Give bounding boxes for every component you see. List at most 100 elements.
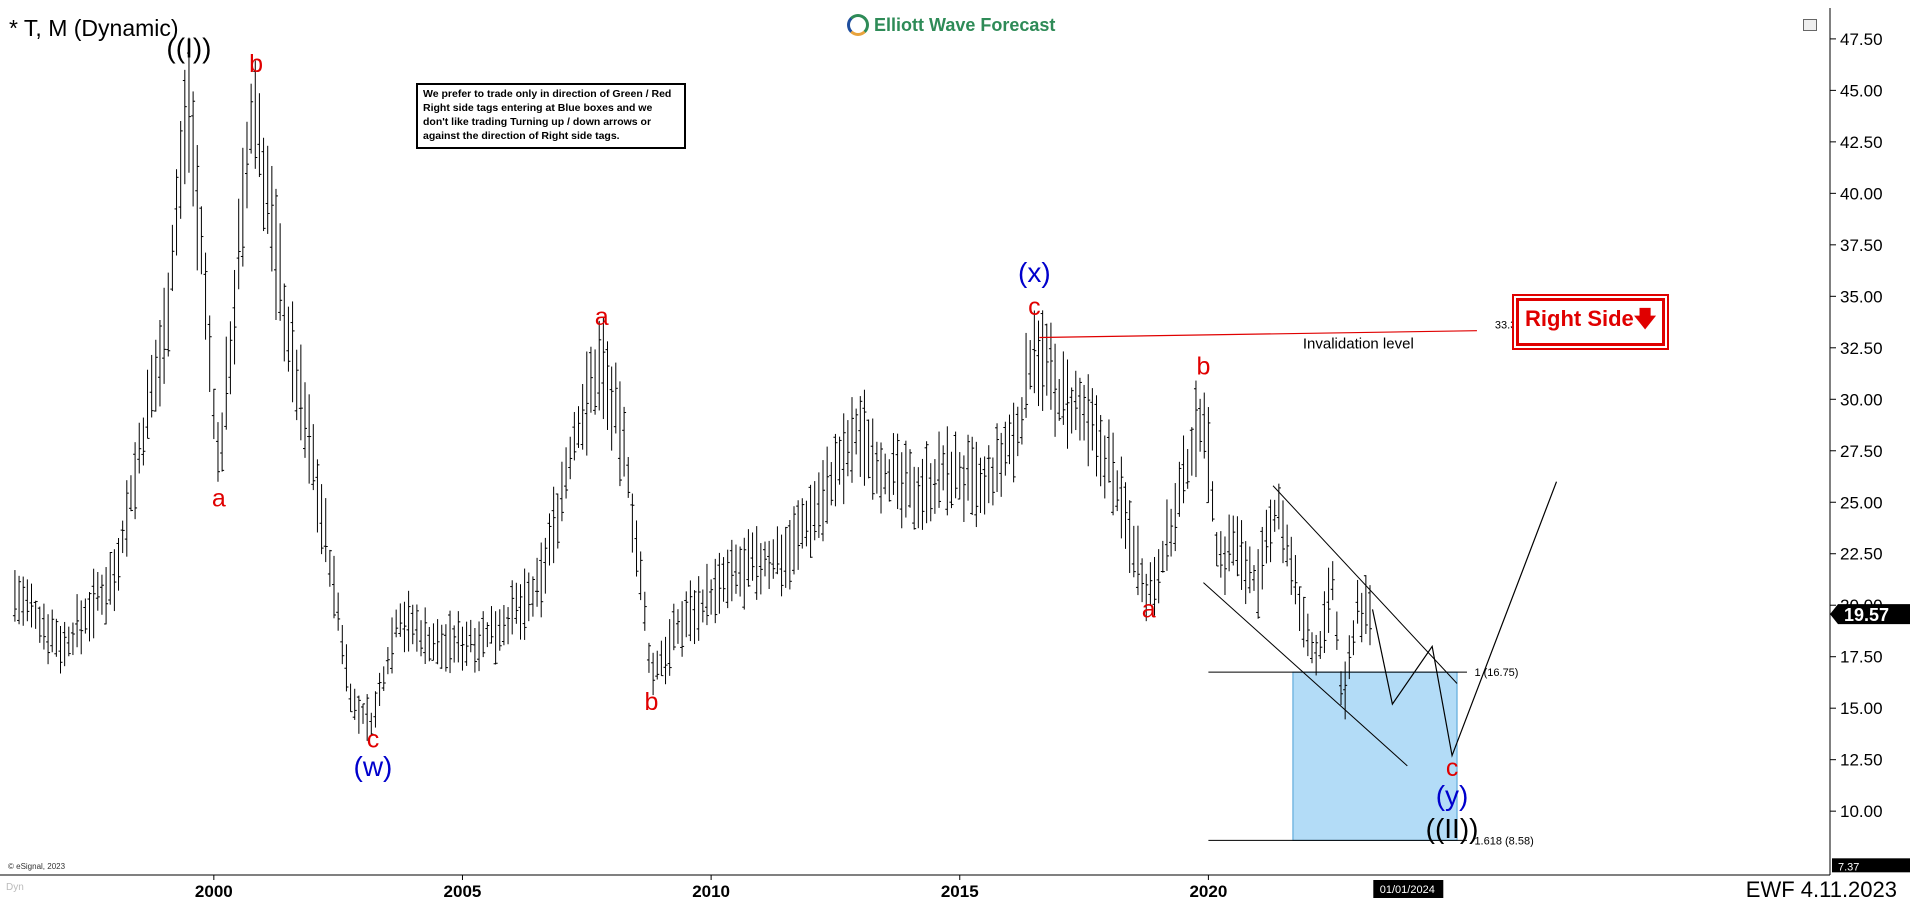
dyn-label: Dyn: [6, 882, 24, 893]
ohlc-bar-201: [845, 420, 850, 477]
ohlc-bar-103: [439, 624, 444, 669]
ohlc-bar-25: [116, 537, 121, 591]
ohlc-bar-98: [419, 620, 424, 657]
bottom-value-label: 7.37: [1838, 861, 1859, 873]
ohlc-bar-183: [771, 539, 776, 579]
ohlc-bar-100: [427, 626, 432, 662]
ohlc-bar-214: [899, 452, 904, 529]
ohlc-bar-311: [1301, 596, 1306, 648]
ohlc-bar-297: [1243, 541, 1248, 605]
ohlc-bar-298: [1247, 546, 1252, 594]
ohlc-bar-232: [974, 441, 979, 528]
wave-label-7: (x): [1018, 257, 1051, 288]
ohlc-bar-272: [1140, 558, 1145, 603]
ohlc-bar-198: [833, 433, 838, 507]
ohlc-bar-327: [1368, 585, 1373, 646]
y-tick-label-13: 42.50: [1840, 133, 1883, 152]
ohlc-bar-247: [1036, 320, 1041, 407]
y-tick-label-6: 25.00: [1840, 493, 1883, 512]
ohlc-bar-105: [448, 610, 453, 674]
ohlc-bar-194: [816, 472, 821, 538]
y-tick-label-2: 15.00: [1840, 699, 1883, 718]
y-tick-label-7: 27.50: [1840, 442, 1883, 461]
ohlc-bar-235: [986, 445, 991, 504]
ohlc-bar-164: [692, 590, 697, 645]
ohlc-bar-264: [1106, 419, 1111, 483]
ohlc-bar-160: [675, 609, 680, 644]
ohlc-bar-173: [729, 539, 734, 602]
ohlc-bar-30: [137, 422, 142, 474]
cursor-date-label: 01/01/2024: [1380, 884, 1435, 896]
ohlc-bar-21: [99, 574, 104, 615]
ohlc-bar-181: [762, 541, 767, 577]
ohlc-bar-119: [506, 607, 511, 645]
ohlc-bar-170: [717, 552, 722, 614]
ohlc-bar-18: [87, 592, 92, 642]
ohlc-bar-136: [576, 406, 581, 448]
ohlc-bar-38: [170, 224, 175, 292]
ohlc-bar-259: [1086, 374, 1091, 467]
ohlc-bar-125: [530, 576, 535, 617]
ohlc-bar-323: [1351, 620, 1356, 656]
ohlc-bar-8: [46, 614, 51, 665]
ohlc-bar-177: [746, 529, 751, 587]
ohlc-bar-206: [866, 419, 871, 479]
wave-label-3: c: [367, 725, 380, 753]
ohlc-bar-10: [54, 618, 59, 657]
ohlc-bar-302: [1264, 509, 1269, 564]
ohlc-bar-292: [1222, 536, 1227, 595]
channel-line-0: [1272, 485, 1458, 684]
ohlc-bar-208: [874, 441, 879, 494]
ohlc-bar-189: [796, 500, 801, 570]
wave-label-9: a: [1142, 596, 1156, 624]
ohlc-bar-87: [373, 691, 378, 728]
ohlc-bar-135: [572, 411, 577, 461]
ohlc-bar-63: [273, 188, 278, 320]
ohlc-bar-178: [750, 532, 755, 581]
x-tick-label-2: 2010: [692, 882, 730, 901]
wave-label-13: ((II)): [1426, 813, 1479, 844]
ohlc-bar-174: [733, 544, 738, 594]
ohlc-bar-137: [580, 383, 585, 450]
ohlc-bar-195: [821, 460, 826, 542]
ohlc-bar-257: [1077, 377, 1082, 441]
ohlc-bar-202: [850, 397, 855, 483]
y-tick-label-0: 10.00: [1840, 802, 1883, 821]
ohlc-bar-176: [742, 537, 747, 610]
ohlc-bar-128: [543, 537, 548, 594]
ohlc-bar-217: [912, 466, 917, 530]
ohlc-bar-79: [340, 624, 345, 665]
brand-logo-icon: [847, 14, 869, 36]
ohlc-bar-307: [1285, 524, 1290, 567]
ohlc-bar-129: [547, 513, 552, 566]
ohlc-bar-40: [178, 121, 183, 219]
ohlc-bar-295: [1235, 516, 1240, 577]
ohlc-bar-179: [754, 526, 759, 600]
ohlc-bar-133: [564, 447, 569, 499]
wave-label-2: a: [212, 484, 226, 512]
window-restore-icon[interactable]: [1803, 19, 1817, 31]
ohlc-bar-50: [220, 412, 225, 472]
ohlc-bar-75: [323, 498, 328, 563]
y-tick-label-15: 47.50: [1840, 30, 1883, 49]
ohlc-bar-316: [1322, 591, 1327, 654]
ohlc-bar-143: [605, 341, 610, 430]
ohlc-bar-229: [961, 455, 966, 523]
ohlc-bar-118: [501, 605, 506, 646]
ohlc-bar-245: [1028, 340, 1033, 390]
ohlc-bar-288: [1206, 407, 1211, 504]
ohlc-bar-124: [526, 572, 531, 622]
ohlc-bar-187: [787, 520, 792, 590]
ohlc-bar-325: [1359, 592, 1364, 643]
ohlc-bar-47: [207, 315, 212, 393]
ohlc-bar-289: [1210, 481, 1215, 522]
ohlc-bar-310: [1297, 586, 1302, 631]
ohlc-bar-303: [1268, 499, 1273, 563]
wave-label-4: (w): [354, 751, 393, 782]
ohlc-bar-196: [825, 446, 830, 524]
y-tick-label-11: 37.50: [1840, 236, 1883, 255]
ohlc-bar-121: [514, 582, 519, 624]
wave-label-8: c: [1028, 293, 1041, 321]
ohlc-bar-221: [928, 463, 933, 522]
